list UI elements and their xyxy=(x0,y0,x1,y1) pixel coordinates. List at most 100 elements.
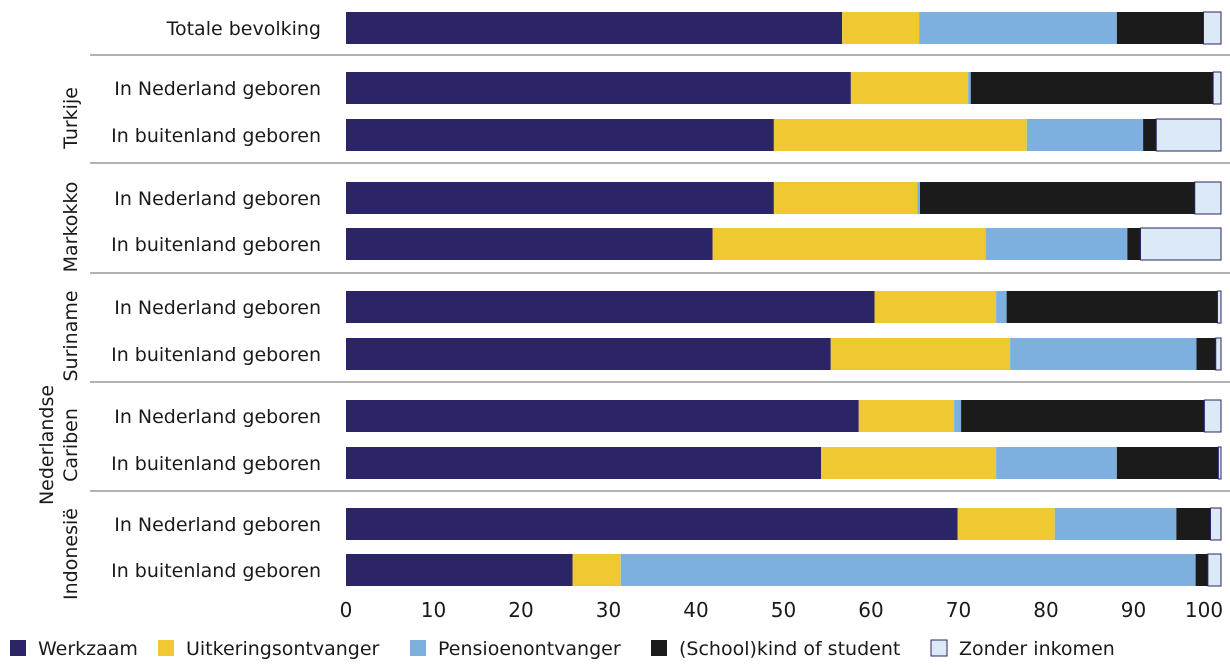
x-tick-label: 60 xyxy=(858,598,883,622)
legend-swatch xyxy=(10,640,26,656)
category-label: In buitenland geboren xyxy=(111,344,321,366)
legend-swatch xyxy=(410,640,426,656)
legend-label: Uitkeringsontvanger xyxy=(186,638,380,660)
bar-segment-werkzaam xyxy=(346,554,573,586)
bar-segment-uitkeringsontvanger xyxy=(842,12,920,44)
bar-row-suriname-in-nederland-geboren xyxy=(346,290,1222,324)
bar-segment-zonder-inkomen xyxy=(1194,181,1222,215)
bar-segment-school-kind-of-student xyxy=(970,72,1214,104)
bar-row-suriname-in-buitenland-geboren xyxy=(346,337,1222,371)
bar-segment-zonder-inkomen xyxy=(1203,399,1222,433)
group-label-line: Nederlandse xyxy=(36,385,58,505)
bar-segment-werkzaam xyxy=(346,228,713,260)
bar-row-markokko-in-nederland-geboren xyxy=(346,181,1222,215)
group-label-line: Cariben xyxy=(60,408,82,482)
bar-row-indonesie-in-buitenland-geboren xyxy=(346,553,1222,587)
bar-segment-zonder-inkomen xyxy=(1215,337,1222,371)
x-tick-label: 90 xyxy=(1121,598,1146,622)
bar-segment-uitkeringsontvanger xyxy=(858,400,955,432)
bar-row-indonesie-in-nederland-geboren xyxy=(346,507,1222,541)
legend-item-werkzaam: Werkzaam xyxy=(10,638,138,660)
legend-swatch xyxy=(158,640,174,656)
x-tick-label: 100 xyxy=(1185,598,1223,622)
bar-segment-pensioenontvanger xyxy=(996,447,1117,479)
x-tick-label: 0 xyxy=(340,598,353,622)
bar-segment-uitkeringsontvanger xyxy=(874,291,997,323)
bar-segment-werkzaam xyxy=(346,508,958,540)
bar-segment-werkzaam xyxy=(346,119,774,151)
legend-item-school-kind-of-student: (School)kind of student xyxy=(651,638,900,660)
bar-segment-pensioenontvanger xyxy=(985,228,1128,260)
category-label: In buitenland geboren xyxy=(111,453,321,475)
category-label: In Nederland geboren xyxy=(114,297,321,319)
category-label: In Nederland geboren xyxy=(114,78,321,100)
bar-segment-pensioenontvanger xyxy=(954,400,962,432)
legend-item-zonder-inkomen: Zonder inkomen xyxy=(930,638,1115,660)
bar-segment-werkzaam xyxy=(346,338,831,370)
bar-row-totaal-totale-bevolking xyxy=(346,11,1222,45)
bar-segment-uitkeringsontvanger xyxy=(957,508,1055,540)
legend-swatch xyxy=(651,640,667,656)
bar-segment-zonder-inkomen xyxy=(1207,553,1222,587)
bar-segment-school-kind-of-student xyxy=(1196,338,1216,370)
category-label: In Nederland geboren xyxy=(114,188,321,210)
x-tick-label: 80 xyxy=(1033,598,1058,622)
legend-swatch xyxy=(930,639,948,657)
bar-segment-school-kind-of-student xyxy=(1195,554,1208,586)
bar-segment-pensioenontvanger xyxy=(968,72,971,104)
bar-segment-school-kind-of-student xyxy=(920,182,1195,214)
bar-segment-uitkeringsontvanger xyxy=(821,447,997,479)
bar-segment-school-kind-of-student xyxy=(961,400,1205,432)
legend-item-pensioenontvanger: Pensioenontvanger xyxy=(410,638,621,660)
bar-segment-pensioenontvanger xyxy=(917,182,920,214)
bar-segment-uitkeringsontvanger xyxy=(830,338,1011,370)
bar-segment-school-kind-of-student xyxy=(1116,447,1219,479)
bar-segment-school-kind-of-student xyxy=(1176,508,1211,540)
x-tick-label: 20 xyxy=(508,598,533,622)
x-tick-label: 30 xyxy=(596,598,621,622)
x-tick-label: 40 xyxy=(683,598,708,622)
bar-segment-school-kind-of-student xyxy=(1116,12,1204,44)
bar-segment-school-kind-of-student xyxy=(1127,228,1141,260)
group-separators xyxy=(90,54,1230,492)
bar-segment-werkzaam xyxy=(346,400,859,432)
bar-segment-zonder-inkomen xyxy=(1217,446,1222,480)
bar-row-turkije-in-nederland-geboren xyxy=(346,71,1222,105)
bar-segment-uitkeringsontvanger xyxy=(572,554,621,586)
bar-row-nederlandse-cariben-in-nederland-geboren xyxy=(346,399,1222,433)
group-label-nederlandse-cariben: Nederlandse Cariben xyxy=(36,385,82,505)
category-label: In buitenland geboren xyxy=(111,125,321,147)
bar-segment-uitkeringsontvanger xyxy=(712,228,986,260)
bar-segment-zonder-inkomen xyxy=(1203,11,1222,45)
bar-row-markokko-in-buitenland-geboren xyxy=(346,227,1222,261)
bar-row-nederlandse-cariben-in-buitenland-geboren xyxy=(346,446,1222,480)
legend-label: (School)kind of student xyxy=(679,638,900,660)
bar-segment-werkzaam xyxy=(346,182,774,214)
legend-label: Pensioenontvanger xyxy=(438,638,621,660)
bar-segment-werkzaam xyxy=(346,72,851,104)
legend: Werkzaam Uitkeringsontvanger Pensioenontva… xyxy=(10,638,1115,660)
x-tick-label: 70 xyxy=(946,598,971,622)
bar-segment-pensioenontvanger xyxy=(919,12,1117,44)
bar-segment-pensioenontvanger xyxy=(1010,338,1197,370)
bar-segment-zonder-inkomen xyxy=(1212,71,1222,105)
x-tick-label: 10 xyxy=(421,598,446,622)
bar-segment-zonder-inkomen xyxy=(1217,290,1222,324)
legend-item-uitkeringsontvanger: Uitkeringsontvanger xyxy=(158,638,380,660)
category-label: In buitenland geboren xyxy=(111,560,321,582)
bars-layer xyxy=(346,11,1222,587)
category-label: In buitenland geboren xyxy=(111,234,321,256)
bar-row-turkije-in-buitenland-geboren xyxy=(346,118,1222,152)
group-label-markokko: Markokko xyxy=(60,182,82,273)
category-label: In Nederland geboren xyxy=(114,406,321,428)
legend-label: Werkzaam xyxy=(38,638,138,660)
group-label-indonesie: Indonesië xyxy=(60,508,82,600)
category-label: In Nederland geboren xyxy=(114,514,321,536)
bar-segment-werkzaam xyxy=(346,291,875,323)
bar-segment-werkzaam xyxy=(346,447,822,479)
bar-segment-zonder-inkomen xyxy=(1210,507,1222,541)
bar-segment-pensioenontvanger xyxy=(1054,508,1177,540)
